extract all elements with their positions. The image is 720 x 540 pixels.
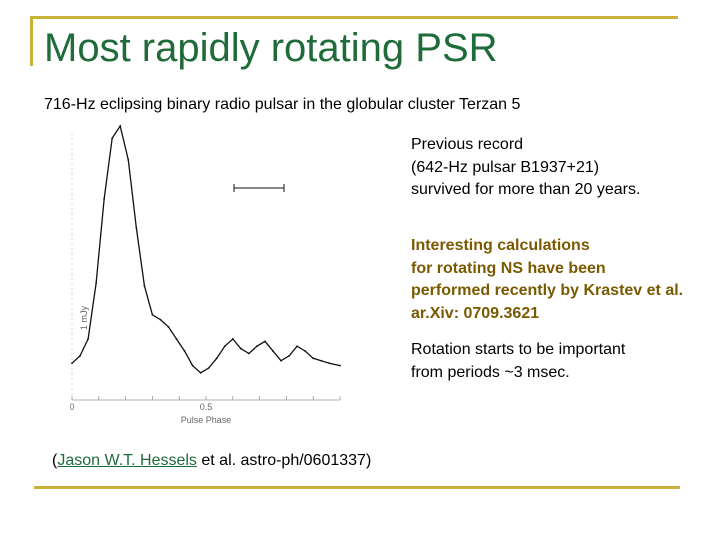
note-line: ar.Xiv: 0709.3621 xyxy=(411,304,540,322)
data-point xyxy=(280,359,282,362)
data-point xyxy=(167,325,170,328)
citation-open-paren: ( xyxy=(52,452,58,469)
chart-axes xyxy=(71,133,341,401)
data-point xyxy=(135,226,138,229)
note-line: (642-Hz pulsar B1937+21) xyxy=(411,158,600,176)
note-line: Interesting calculations xyxy=(411,237,590,254)
note-line: Rotation starts to be important xyxy=(411,341,626,358)
bottom-rule xyxy=(34,486,680,489)
data-point xyxy=(151,313,154,316)
data-point xyxy=(175,338,178,340)
resolution-error-bar xyxy=(233,184,285,192)
data-point xyxy=(103,197,106,200)
x-tick-label: 0.5 xyxy=(200,402,213,412)
slide-subtitle: 716-Hz eclipsing binary radio pulsar in … xyxy=(44,96,521,113)
data-point xyxy=(119,125,122,127)
data-point xyxy=(272,350,274,352)
note-line: performed recently by Krastev et al. xyxy=(411,282,684,299)
title-left-rule xyxy=(30,16,33,66)
y-tick-label: 1 mJy xyxy=(79,306,89,331)
x-axis-label: Pulse Phase xyxy=(181,415,232,425)
note-line: from periods ~3 msec. xyxy=(411,363,570,381)
slide-title: Most rapidly rotating PSR xyxy=(44,26,498,70)
pulse-profile-line xyxy=(71,124,341,374)
data-point xyxy=(264,340,266,343)
citation-text: et al. astro-ph/0601337) xyxy=(196,452,372,469)
data-point xyxy=(159,318,162,321)
data-point xyxy=(296,345,299,348)
data-point xyxy=(71,362,73,365)
author-link[interactable]: Jason W.T. Hessels xyxy=(57,452,197,469)
data-point xyxy=(95,282,98,285)
data-point xyxy=(191,364,194,367)
data-point xyxy=(231,338,234,340)
previous-record-note: Previous record (642-Hz pulsar B1937+21)… xyxy=(411,134,640,202)
data-point xyxy=(143,284,146,287)
top-rule xyxy=(32,16,678,19)
citation: (Jason W.T. Hessels et al. astro-ph/0601… xyxy=(52,452,371,470)
data-point xyxy=(247,352,250,355)
rotation-note: Rotation starts to be important from per… xyxy=(411,339,625,384)
data-point xyxy=(199,371,202,374)
data-point xyxy=(288,355,290,357)
note-line: for rotating NS have been xyxy=(411,259,606,277)
x-tick-label: 0 xyxy=(69,402,74,412)
data-point xyxy=(183,350,186,352)
data-point xyxy=(79,355,81,357)
data-point xyxy=(215,357,218,360)
pulse-profile-chart: 0 0.5 Pulse Phase 1 mJy xyxy=(69,124,341,425)
calculations-note: Interesting calculations for rotating NS… xyxy=(411,235,683,325)
data-point xyxy=(312,357,315,360)
data-point xyxy=(111,137,114,139)
pulse-profile-points xyxy=(71,125,341,374)
data-point xyxy=(256,345,258,348)
data-point xyxy=(207,367,210,369)
data-point xyxy=(127,158,130,161)
data-point xyxy=(239,347,242,350)
data-point xyxy=(304,350,307,352)
data-point xyxy=(87,338,89,340)
data-point xyxy=(223,345,226,348)
note-line: Previous record xyxy=(411,136,524,153)
data-point xyxy=(320,359,323,362)
note-line: survived for more than 20 years. xyxy=(411,181,641,198)
x-tick-labels: 0 0.5 xyxy=(69,402,212,412)
data-point xyxy=(328,362,331,365)
data-point xyxy=(339,364,341,367)
